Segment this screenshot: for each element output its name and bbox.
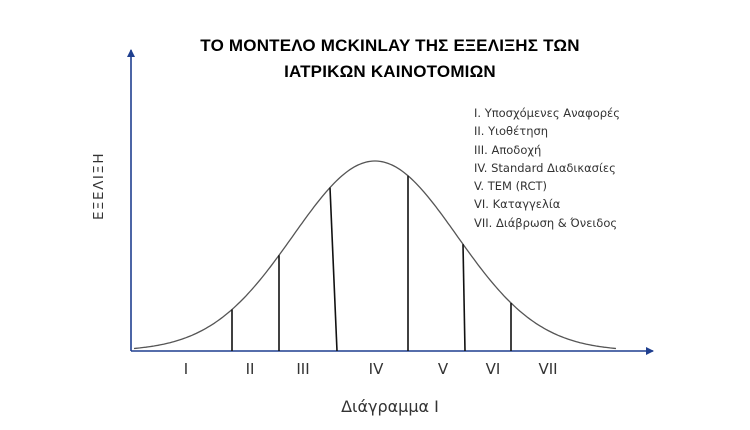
stage-divider-5 [462, 244, 466, 352]
diagram-title-line-1: ΤΟ ΜΟΝΤΕΛΟ MCKINLAY ΤΗΣ ΕΞΕΛΙΞΗΣ ΤΩΝ [200, 36, 580, 55]
stage-label-7: VII [538, 360, 558, 378]
legend-item-7: VII. Διάβρωση & Όνειδος [474, 215, 618, 230]
stage-label-1: I [183, 360, 189, 378]
legend-item-5: V. ΤΕΜ (RCT) [474, 179, 548, 194]
stage-divider-3 [329, 187, 338, 352]
stage-label-5: V [437, 360, 449, 378]
stage-label-3: III [296, 360, 310, 378]
y-axis-label: ΕΞΕΛΙΞΗ [91, 152, 107, 220]
bell-curve [133, 160, 617, 350]
stage-dividers [231, 175, 512, 352]
legend-item-4: IV. Standard Διαδικασίες [474, 160, 616, 175]
legend-item-2: II. Υιοθέτηση [474, 124, 549, 139]
stage-legend: I. Υποσχόμενες Αναφορές II. Υιοθέτηση II… [474, 104, 620, 232]
diagram-caption: Διάγραμμα Ι [341, 397, 439, 416]
diagram-title-line-2: ΙΑΤΡΙΚΩΝ ΚΑΙΝΟΤΟΜΙΩΝ [284, 62, 496, 81]
stage-label-6: VI [485, 360, 501, 378]
legend-item-1: I. Υποσχόμενες Αναφορές [474, 106, 620, 120]
legend-item-6: VI. Καταγγελία [474, 197, 561, 212]
legend-item-3: III. Αποδοχή [474, 142, 542, 157]
stage-label-2: II [245, 360, 255, 378]
stage-label-4: IV [368, 360, 384, 378]
